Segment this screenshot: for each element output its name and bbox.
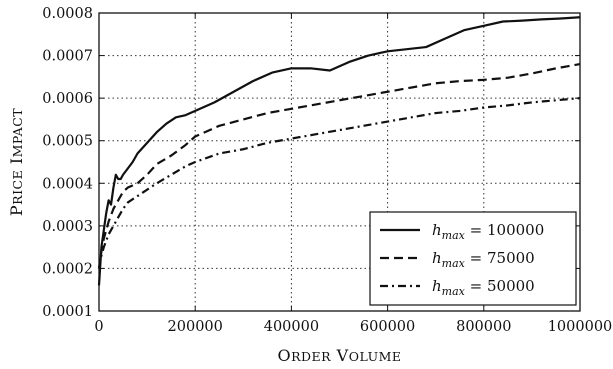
legend-label-3: hmax = 50000 xyxy=(432,277,535,298)
x-tick-label: 0 xyxy=(94,319,103,335)
x-tick-label: 200000 xyxy=(168,319,223,335)
series-line-2 xyxy=(97,63,581,269)
y-axis-label: PRICE IMPACT xyxy=(7,108,26,216)
plot-frame xyxy=(98,12,581,312)
grid xyxy=(99,13,580,311)
series-line-1 xyxy=(97,16,581,286)
y-tick-label: 0.0007 xyxy=(42,49,93,65)
legend: hmax = 100000 hmax = 75000 hmax = 50000 xyxy=(369,211,577,306)
x-tick-label: 800000 xyxy=(456,319,511,335)
legend-box xyxy=(369,211,577,306)
legend-label-1: hmax = 100000 xyxy=(432,221,544,242)
y-tick-label: 0.0001 xyxy=(42,304,93,320)
x-tick-label: 600000 xyxy=(360,319,415,335)
y-tick-label: 0.0004 xyxy=(42,176,93,192)
y-axis-ticks: 0.0001 0.0002 0.0003 0.0004 0.0005 0.0006 0.00… xyxy=(42,6,580,320)
y-tick-label: 0.0003 xyxy=(42,219,93,235)
x-tick-label: 1000000 xyxy=(548,319,613,335)
legend-label-2: hmax = 75000 xyxy=(432,249,535,270)
x-axis-ticks: 0 200000 400000 600000 800000 1000000 xyxy=(94,13,612,335)
series-layer xyxy=(97,16,581,286)
x-tick-label: 400000 xyxy=(264,319,319,335)
y-tick-label: 0.0008 xyxy=(42,6,93,22)
y-tick-label: 0.0006 xyxy=(42,91,93,107)
x-axis-label: ORDER VOLUME xyxy=(277,346,401,365)
y-tick-label: 0.0005 xyxy=(42,134,93,150)
y-tick-label: 0.0002 xyxy=(42,261,93,277)
